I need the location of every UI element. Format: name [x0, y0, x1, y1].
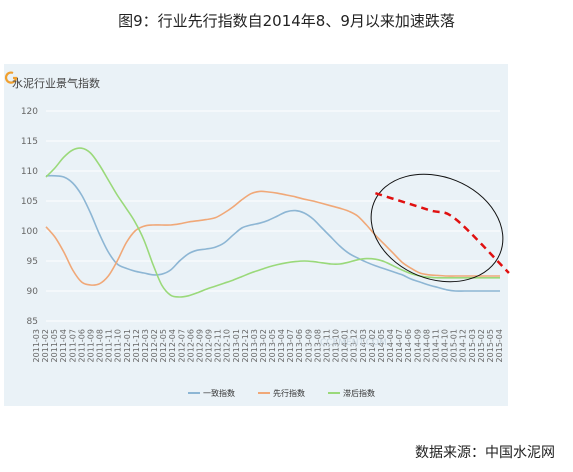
x-tick-label: 2011-10 — [114, 329, 123, 362]
x-tick-label: 2012-06 — [186, 329, 195, 362]
x-tick-label: 2011-05 — [50, 329, 59, 362]
x-tick-label: 2013-07 — [286, 329, 295, 362]
x-tick-label: 2012-11 — [214, 329, 223, 362]
x-tick-label: 2014-09 — [413, 329, 422, 362]
x-tick-label: 2012-10 — [223, 329, 232, 362]
x-tick-label: 2012-09 — [195, 329, 204, 362]
x-tick-label: 2011-09 — [86, 329, 95, 362]
x-tick-label: 2011-04 — [59, 329, 68, 362]
x-tick-label: 2013-05 — [268, 329, 277, 362]
y-tick-label: 115 — [21, 137, 38, 147]
y-tick-label: 85 — [27, 317, 38, 327]
legend-label: 滞后指数 — [343, 388, 375, 398]
x-tick-label: 2015-01 — [450, 329, 459, 362]
x-tick-label: 2014-06 — [404, 329, 413, 362]
x-tick-label: 2014-07 — [395, 329, 404, 362]
trend-dashed-line — [375, 192, 510, 274]
logo-icon — [4, 71, 18, 84]
x-tick-label: 2014-05 — [377, 329, 386, 362]
x-tick-label: 2015-04 — [495, 329, 504, 362]
gridlines — [46, 110, 500, 322]
x-tick-label: 2011-12 — [132, 329, 141, 362]
x-axis: 2011-02 2011-04 2011-06 2011-08 2011-10 2011-… — [32, 329, 504, 362]
x-tick-label: 2011-07 — [68, 329, 77, 362]
series-lines — [45, 147, 500, 298]
legend-label: 一致指数 — [203, 388, 235, 398]
x-tick-label: 2012-01 — [123, 329, 132, 362]
x-tick-label: 2013-12 — [350, 329, 359, 362]
x-tick-label: 2013-04 — [277, 329, 286, 362]
watermark: CCEMENT.COM — [320, 338, 387, 348]
x-tick-label: 2012-09 — [204, 329, 213, 362]
chart-title: 水泥行业景气指数 — [12, 76, 100, 90]
series-line-2 — [45, 190, 500, 286]
legend-label: 先行指数 — [273, 388, 305, 398]
y-tick-label: 110 — [21, 167, 38, 177]
x-tick-label: 2015-03 — [468, 329, 477, 362]
figure-title: 图9：行业先行指数自2014年8、9月以来加速跌落 — [118, 12, 455, 30]
y-axis: 85 90 95 100 105 110 115 120 — [21, 107, 38, 327]
x-tick-label: 2012-07 — [177, 329, 186, 362]
x-tick-label: 2013-01 — [232, 329, 241, 362]
x-tick-label: 2011-11 — [105, 329, 114, 362]
source-note: 数据来源：中国水泥网 — [415, 445, 555, 461]
x-tick-label: 2014-01 — [341, 329, 350, 362]
x-tick-label: 2014-02 — [368, 329, 377, 362]
trend-annotation — [370, 173, 510, 283]
x-tick-label: 2012-05 — [159, 329, 168, 362]
y-tick-label: 95 — [27, 257, 38, 267]
x-tick-label: 2012-12 — [241, 329, 250, 362]
y-tick-label: 100 — [21, 227, 38, 237]
x-tick-label: 2012-02 — [150, 329, 159, 362]
y-tick-label: 105 — [21, 197, 38, 207]
chart-panel — [4, 64, 508, 406]
x-tick-label: 2014-03 — [359, 329, 368, 362]
x-tick-label: 2013-03 — [250, 329, 259, 362]
x-tick-label: 2011-06 — [77, 329, 86, 362]
x-tick-label: 2014-04 — [386, 329, 395, 362]
x-tick-label: 2013-08 — [313, 329, 322, 362]
y-tick-label: 90 — [27, 287, 39, 297]
x-tick-label: 2014-12 — [459, 329, 468, 362]
legend: 一致指数 先行指数 滞后指数 — [188, 388, 375, 398]
x-tick-label: 2012-03 — [141, 329, 150, 362]
x-tick-label: 2011-02 — [41, 329, 50, 362]
x-tick-label: 2015-02 — [477, 329, 486, 362]
y-tick-label: 120 — [21, 107, 38, 117]
x-tick-label: 2013-06 — [295, 329, 304, 362]
x-tick-label: 2011-08 — [95, 329, 104, 362]
x-tick-label: 2013-11 — [323, 329, 332, 362]
x-tick-label: 2013-02 — [259, 329, 268, 362]
x-tick-label: 2013-09 — [304, 329, 313, 362]
x-tick-label: 2014-08 — [422, 329, 431, 362]
x-tick-label: 2012-04 — [168, 329, 177, 362]
x-tick-label: 2014-10 — [441, 329, 450, 362]
x-tick-label: 2014-11 — [432, 329, 441, 362]
x-tick-label: 2013-10 — [332, 329, 341, 362]
series-line-3 — [45, 147, 500, 298]
x-tick-label: 2015-05 — [486, 329, 495, 362]
series-line-1 — [45, 174, 500, 292]
x-tick-label: 2011-03 — [32, 329, 41, 362]
highlight-ellipse — [370, 173, 504, 283]
